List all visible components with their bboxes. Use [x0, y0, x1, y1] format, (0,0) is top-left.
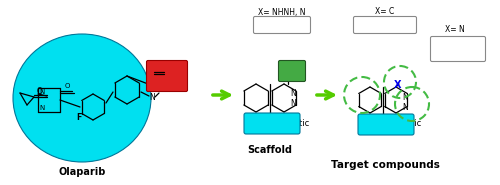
Text: N: N [149, 93, 155, 102]
Text: N: N [402, 92, 408, 102]
Text: X= N: X= N [445, 26, 465, 34]
Text: O: O [37, 87, 43, 95]
Text: N: N [40, 89, 44, 95]
FancyBboxPatch shape [146, 60, 188, 92]
FancyBboxPatch shape [254, 16, 310, 33]
FancyBboxPatch shape [244, 113, 300, 134]
Text: O: O [64, 83, 70, 89]
FancyBboxPatch shape [354, 16, 416, 33]
Ellipse shape [13, 34, 151, 162]
Text: Aromartic: Aromartic [382, 120, 422, 129]
Text: NH: NH [164, 75, 176, 85]
Text: N-heterocycle: N-heterocycle [358, 21, 412, 29]
Text: Scaffold: Scaffold [248, 145, 292, 155]
Text: N: N [290, 88, 296, 97]
Text: N: N [40, 105, 44, 111]
Text: Target compounds: Target compounds [330, 160, 440, 170]
Text: Aromartic: Aromartic [270, 119, 310, 127]
Text: X: X [394, 80, 402, 90]
Text: Alkyl/ Aryl: Alkyl/ Aryl [262, 21, 302, 29]
Text: X= C: X= C [376, 8, 394, 16]
Text: Cl: Cl [286, 66, 298, 76]
Text: Olaparib: Olaparib [58, 167, 106, 177]
Text: N: N [402, 102, 408, 112]
Text: Fused
N-heterocycle: Fused N-heterocycle [432, 39, 484, 59]
Text: X= NHNH, N: X= NHNH, N [258, 8, 306, 16]
Text: N: N [290, 100, 296, 108]
Text: O: O [154, 65, 162, 75]
Text: F: F [76, 114, 82, 122]
FancyBboxPatch shape [278, 60, 305, 82]
FancyBboxPatch shape [430, 36, 486, 61]
FancyBboxPatch shape [358, 114, 414, 135]
